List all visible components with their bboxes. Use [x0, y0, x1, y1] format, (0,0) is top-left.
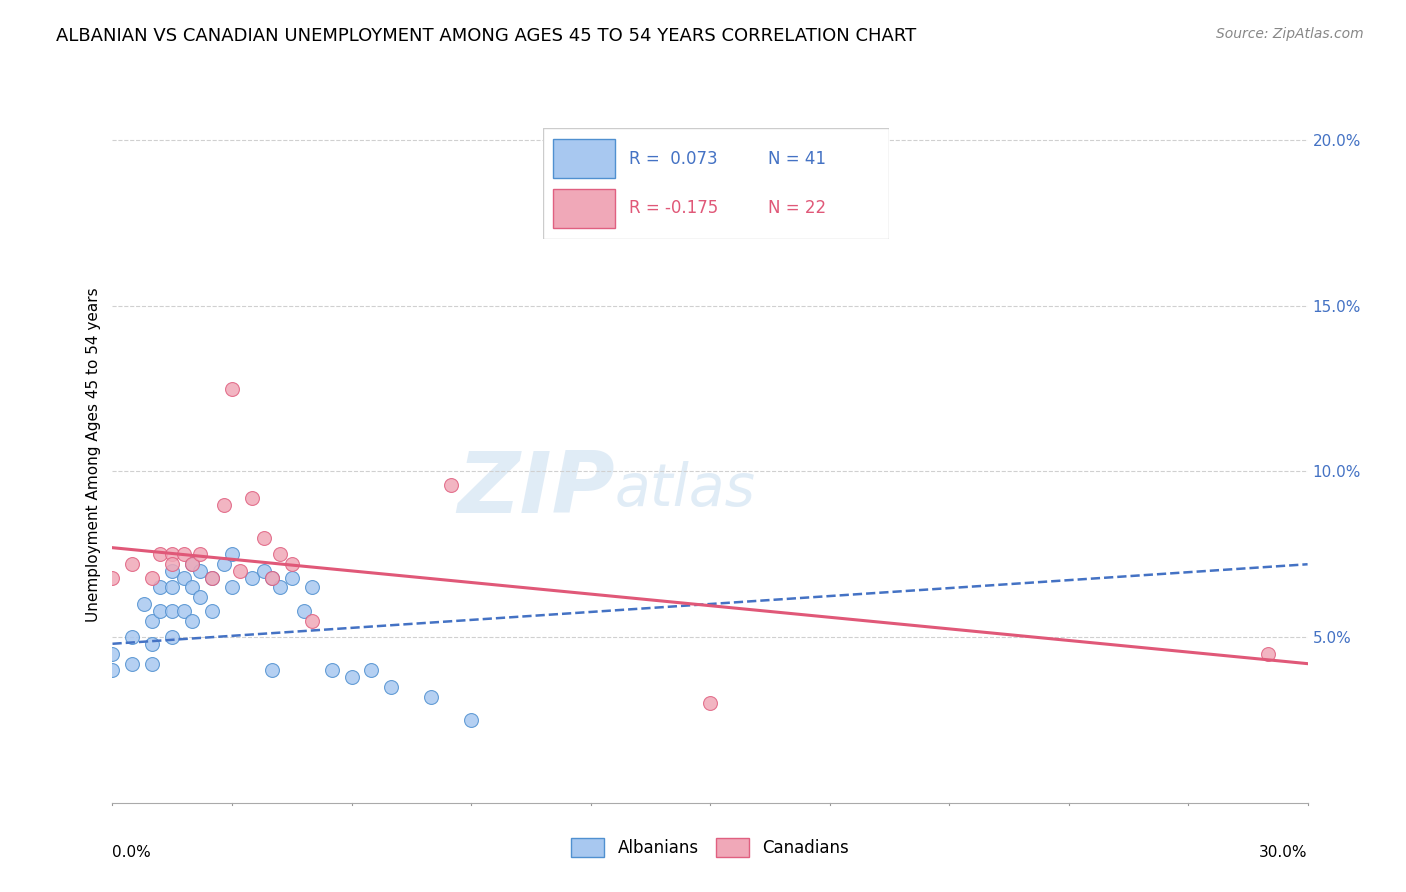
Text: 0.0%: 0.0% [112, 845, 152, 860]
Point [101, 663, 124, 677]
Point [212, 498, 235, 512]
Point [201, 570, 224, 584]
Point [321, 663, 343, 677]
Point [253, 531, 276, 545]
Point [460, 713, 482, 727]
Point [440, 477, 463, 491]
Point [240, 491, 263, 505]
Point [141, 657, 163, 671]
Point [340, 670, 363, 684]
Point [260, 570, 283, 584]
Point [181, 558, 204, 572]
Point [162, 630, 183, 644]
Point [659, 216, 682, 230]
Point [188, 547, 211, 561]
Point [173, 547, 195, 561]
Point [240, 570, 263, 584]
Point [162, 564, 183, 578]
Point [149, 604, 172, 618]
Point [134, 597, 156, 611]
Point [181, 581, 204, 595]
Point [212, 558, 235, 572]
Point [173, 604, 195, 618]
Text: atlas: atlas [614, 461, 755, 518]
Point [380, 680, 402, 694]
Text: ZIP: ZIP [457, 448, 614, 532]
Point [162, 581, 183, 595]
Text: 30.0%: 30.0% [1260, 845, 1308, 860]
Point [253, 564, 276, 578]
Point [260, 570, 283, 584]
Point [162, 558, 183, 572]
Point [149, 547, 172, 561]
Point [420, 690, 443, 704]
Point [229, 564, 252, 578]
Point [301, 581, 323, 595]
Point [281, 558, 304, 572]
Point [292, 604, 315, 618]
Point [221, 547, 243, 561]
Point [141, 570, 163, 584]
Point [149, 581, 172, 595]
Text: Source: ZipAtlas.com: Source: ZipAtlas.com [1216, 27, 1364, 41]
Point [173, 570, 195, 584]
Legend: Albanians, Canadians: Albanians, Canadians [564, 831, 856, 864]
Point [699, 697, 721, 711]
Text: ALBANIAN VS CANADIAN UNEMPLOYMENT AMONG AGES 45 TO 54 YEARS CORRELATION CHART: ALBANIAN VS CANADIAN UNEMPLOYMENT AMONG … [56, 27, 917, 45]
Point [188, 591, 211, 605]
Point [360, 663, 382, 677]
Point [181, 614, 204, 628]
Point [162, 604, 183, 618]
Point [260, 663, 283, 677]
Point [221, 382, 243, 396]
Point [269, 547, 291, 561]
Point [181, 558, 204, 572]
Point [121, 558, 143, 572]
Point [141, 637, 163, 651]
Point [162, 547, 183, 561]
Point [101, 570, 124, 584]
Point [1257, 647, 1279, 661]
Point [101, 647, 124, 661]
Point [141, 614, 163, 628]
Point [301, 614, 323, 628]
Point [281, 570, 304, 584]
Point [269, 581, 291, 595]
Point [201, 604, 224, 618]
Point [201, 570, 224, 584]
Point [121, 630, 143, 644]
Y-axis label: Unemployment Among Ages 45 to 54 years: Unemployment Among Ages 45 to 54 years [86, 287, 101, 623]
Point [121, 657, 143, 671]
Point [221, 581, 243, 595]
Point [188, 564, 211, 578]
